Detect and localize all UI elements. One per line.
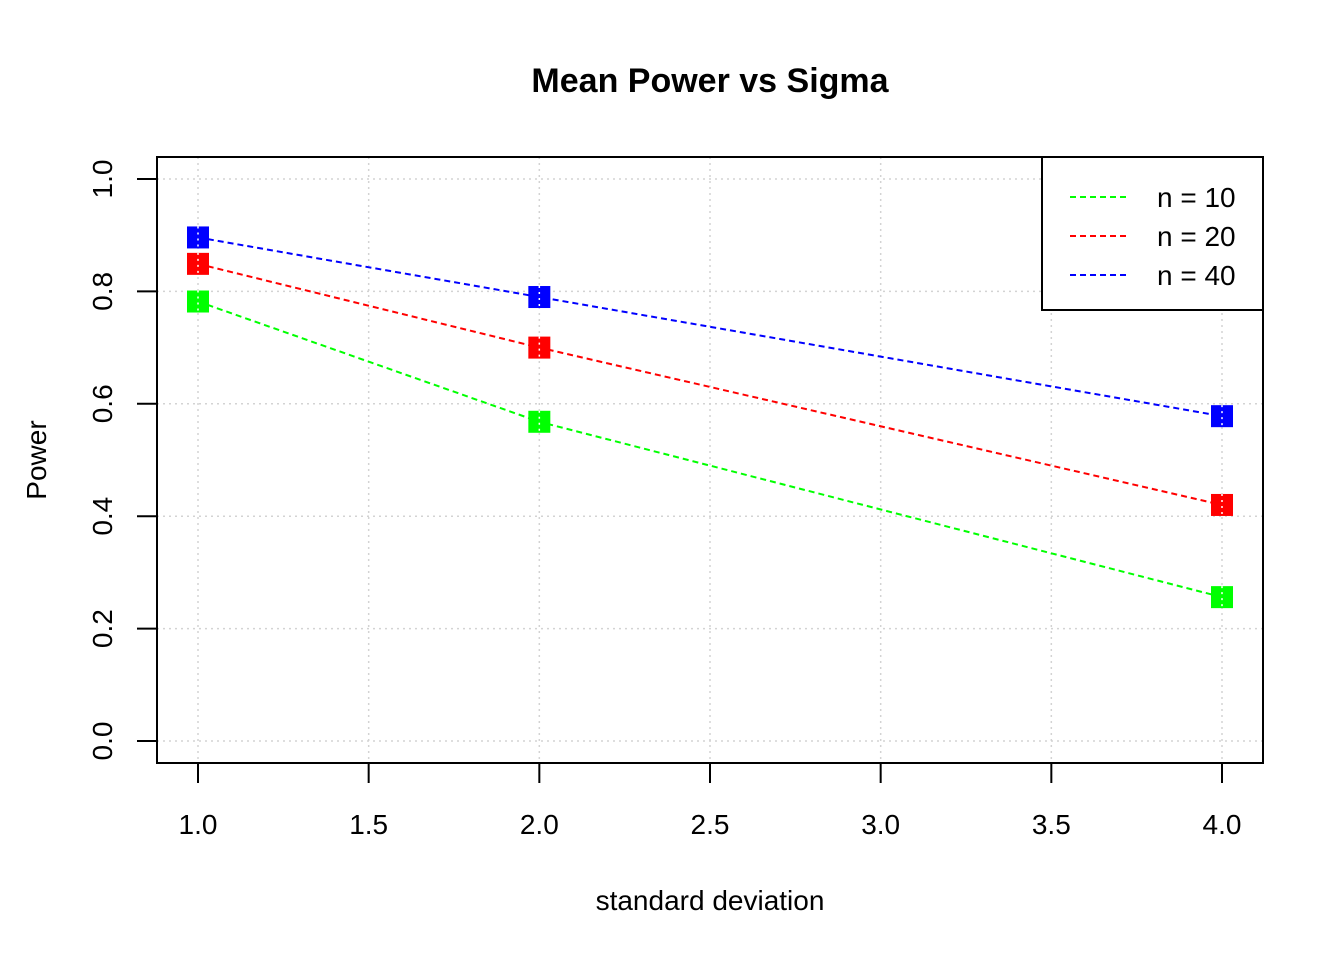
- legend-label: n = 10: [1157, 182, 1236, 213]
- x-tick-label: 1.0: [179, 809, 218, 840]
- x-tick-label: 2.5: [691, 809, 730, 840]
- data-point-marker: [1211, 586, 1233, 609]
- legend-item: n = 20: [1070, 221, 1236, 252]
- y-axis-label: Power: [21, 420, 52, 499]
- data-point-marker: [528, 336, 551, 359]
- legend-item: n = 40: [1070, 260, 1236, 291]
- x-tick-label: 1.5: [349, 809, 388, 840]
- series-line: [197, 236, 1223, 418]
- y-tick-label: 0.6: [87, 384, 118, 423]
- data-point-marker: [187, 252, 209, 275]
- x-tick-label: 4.0: [1203, 809, 1242, 840]
- chart-title: Mean Power vs Sigma: [531, 62, 889, 100]
- x-tick-label: 3.5: [1032, 809, 1071, 840]
- grid: [157, 157, 1263, 763]
- plot-area-frame: [156, 156, 1264, 764]
- plot-series: [187, 226, 1233, 609]
- data-point-marker: [528, 286, 551, 309]
- x-tick-label: 3.0: [861, 809, 900, 840]
- x-tick-label: 2.0: [520, 809, 559, 840]
- legend-label: n = 20: [1157, 221, 1236, 252]
- y-tick-label: 0.4: [87, 497, 118, 536]
- data-point-marker: [1211, 405, 1233, 428]
- data-point-marker: [1211, 493, 1233, 516]
- legend-label: n = 40: [1157, 260, 1236, 291]
- series-line: [197, 300, 1223, 599]
- y-tick-label: 0.8: [87, 272, 118, 311]
- series-0: [187, 290, 1233, 609]
- y-tick-label: 0.0: [87, 722, 118, 761]
- x-axis-label: standard deviation: [596, 885, 825, 916]
- legend: n = 10 n = 20 n = 40: [1041, 156, 1264, 311]
- legend-item: n = 10: [1070, 182, 1236, 213]
- axes: 1.0 1.5 2.0 2.5 3.0 3.5 4.0 0.0 0.2 0.4 0.6 0.8 1.0: [87, 160, 1241, 840]
- data-point-marker: [187, 226, 209, 249]
- legend-box: [1041, 156, 1264, 311]
- data-point-marker: [187, 290, 209, 313]
- series-1: [187, 252, 1233, 516]
- data-point-marker: [528, 410, 551, 433]
- series-2: [187, 226, 1233, 428]
- y-tick-label: 0.2: [87, 609, 118, 648]
- y-tick-label: 1.0: [87, 160, 118, 199]
